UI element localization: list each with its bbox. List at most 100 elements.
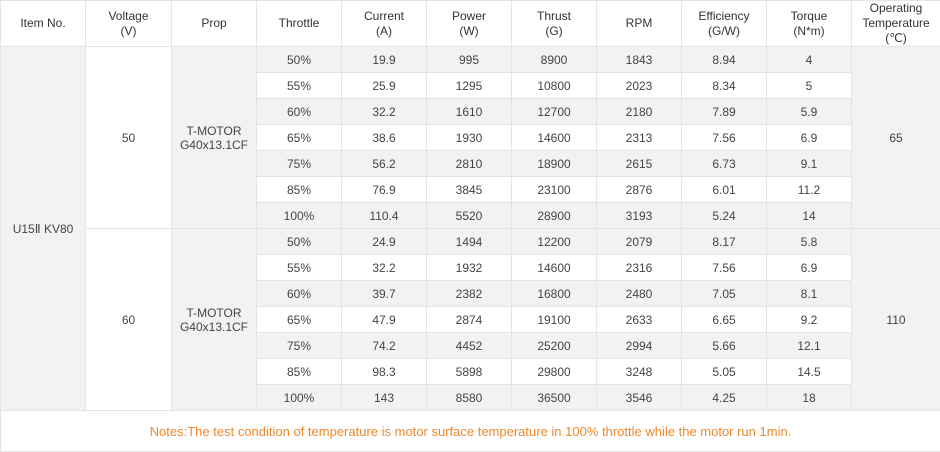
current-cell: 143 [342, 385, 427, 411]
thrust-cell: 23100 [512, 177, 597, 203]
thrust-cell: 14600 [512, 125, 597, 151]
efficiency-cell: 7.05 [682, 281, 767, 307]
efficiency-cell: 6.73 [682, 151, 767, 177]
power-cell: 8580 [427, 385, 512, 411]
rpm-cell: 3248 [597, 359, 682, 385]
current-cell: 56.2 [342, 151, 427, 177]
torque-cell: 9.2 [767, 307, 852, 333]
torque-cell: 14.5 [767, 359, 852, 385]
power-cell: 2874 [427, 307, 512, 333]
thrust-cell: 29800 [512, 359, 597, 385]
throttle-cell: 100% [257, 385, 342, 411]
notes-row: Notes:The test condition of temperature … [1, 411, 940, 452]
rpm-cell: 2079 [597, 229, 682, 255]
power-cell: 5520 [427, 203, 512, 229]
header-thrust: Thrust(G) [512, 1, 597, 47]
torque-cell: 8.1 [767, 281, 852, 307]
header-voltage: Voltage(V) [86, 1, 172, 47]
voltage-cell: 60 [86, 229, 172, 411]
thrust-cell: 10800 [512, 73, 597, 99]
torque-cell: 12.1 [767, 333, 852, 359]
thrust-cell: 25200 [512, 333, 597, 359]
efficiency-cell: 7.56 [682, 125, 767, 151]
throttle-cell: 60% [257, 99, 342, 125]
rpm-cell: 3193 [597, 203, 682, 229]
throttle-cell: 85% [257, 359, 342, 385]
header-rpm: RPM [597, 1, 682, 47]
voltage-cell: 50 [86, 47, 172, 229]
torque-cell: 5.9 [767, 99, 852, 125]
temperature-cell: 110 [852, 229, 940, 411]
header-power: Power(W) [427, 1, 512, 47]
rpm-cell: 2180 [597, 99, 682, 125]
efficiency-cell: 5.66 [682, 333, 767, 359]
thrust-cell: 28900 [512, 203, 597, 229]
power-cell: 2382 [427, 281, 512, 307]
thrust-cell: 16800 [512, 281, 597, 307]
thrust-cell: 12700 [512, 99, 597, 125]
throttle-cell: 75% [257, 333, 342, 359]
current-cell: 38.6 [342, 125, 427, 151]
power-cell: 1610 [427, 99, 512, 125]
efficiency-cell: 6.65 [682, 307, 767, 333]
current-cell: 32.2 [342, 255, 427, 281]
current-cell: 98.3 [342, 359, 427, 385]
torque-cell: 6.9 [767, 255, 852, 281]
current-cell: 32.2 [342, 99, 427, 125]
thrust-cell: 12200 [512, 229, 597, 255]
efficiency-cell: 5.24 [682, 203, 767, 229]
rpm-cell: 1843 [597, 47, 682, 73]
thrust-cell: 19100 [512, 307, 597, 333]
current-cell: 74.2 [342, 333, 427, 359]
power-cell: 3845 [427, 177, 512, 203]
prop-cell: T-MOTOR G40x13.1CF [172, 229, 257, 411]
rpm-cell: 2876 [597, 177, 682, 203]
efficiency-cell: 7.56 [682, 255, 767, 281]
temperature-cell: 65 [852, 47, 940, 229]
rpm-cell: 2633 [597, 307, 682, 333]
efficiency-cell: 6.01 [682, 177, 767, 203]
current-cell: 19.9 [342, 47, 427, 73]
header-current: Current(A) [342, 1, 427, 47]
power-cell: 5898 [427, 359, 512, 385]
power-cell: 4452 [427, 333, 512, 359]
throttle-cell: 55% [257, 73, 342, 99]
header-temperature: Operating Temperature(℃) [852, 1, 940, 47]
throttle-cell: 50% [257, 47, 342, 73]
throttle-cell: 65% [257, 307, 342, 333]
rpm-cell: 2023 [597, 73, 682, 99]
thrust-cell: 36500 [512, 385, 597, 411]
torque-cell: 11.2 [767, 177, 852, 203]
current-cell: 24.9 [342, 229, 427, 255]
current-cell: 110.4 [342, 203, 427, 229]
efficiency-cell: 7.89 [682, 99, 767, 125]
throttle-cell: 50% [257, 229, 342, 255]
header-prop: Prop [172, 1, 257, 47]
efficiency-cell: 4.25 [682, 385, 767, 411]
throttle-cell: 100% [257, 203, 342, 229]
throttle-cell: 65% [257, 125, 342, 151]
power-cell: 995 [427, 47, 512, 73]
efficiency-cell: 5.05 [682, 359, 767, 385]
current-cell: 76.9 [342, 177, 427, 203]
header-efficiency: Efficiency(G/W) [682, 1, 767, 47]
prop-cell: T-MOTOR G40x13.1CF [172, 47, 257, 229]
thrust-cell: 18900 [512, 151, 597, 177]
thrust-cell: 8900 [512, 47, 597, 73]
rpm-cell: 2994 [597, 333, 682, 359]
notes-text: Notes:The test condition of temperature … [1, 411, 940, 452]
torque-cell: 6.9 [767, 125, 852, 151]
efficiency-cell: 8.94 [682, 47, 767, 73]
header-torque: Torque(N*m) [767, 1, 852, 47]
rpm-cell: 2615 [597, 151, 682, 177]
power-cell: 1295 [427, 73, 512, 99]
current-cell: 47.9 [342, 307, 427, 333]
power-cell: 1494 [427, 229, 512, 255]
power-cell: 1930 [427, 125, 512, 151]
torque-cell: 14 [767, 203, 852, 229]
torque-cell: 5 [767, 73, 852, 99]
throttle-cell: 60% [257, 281, 342, 307]
